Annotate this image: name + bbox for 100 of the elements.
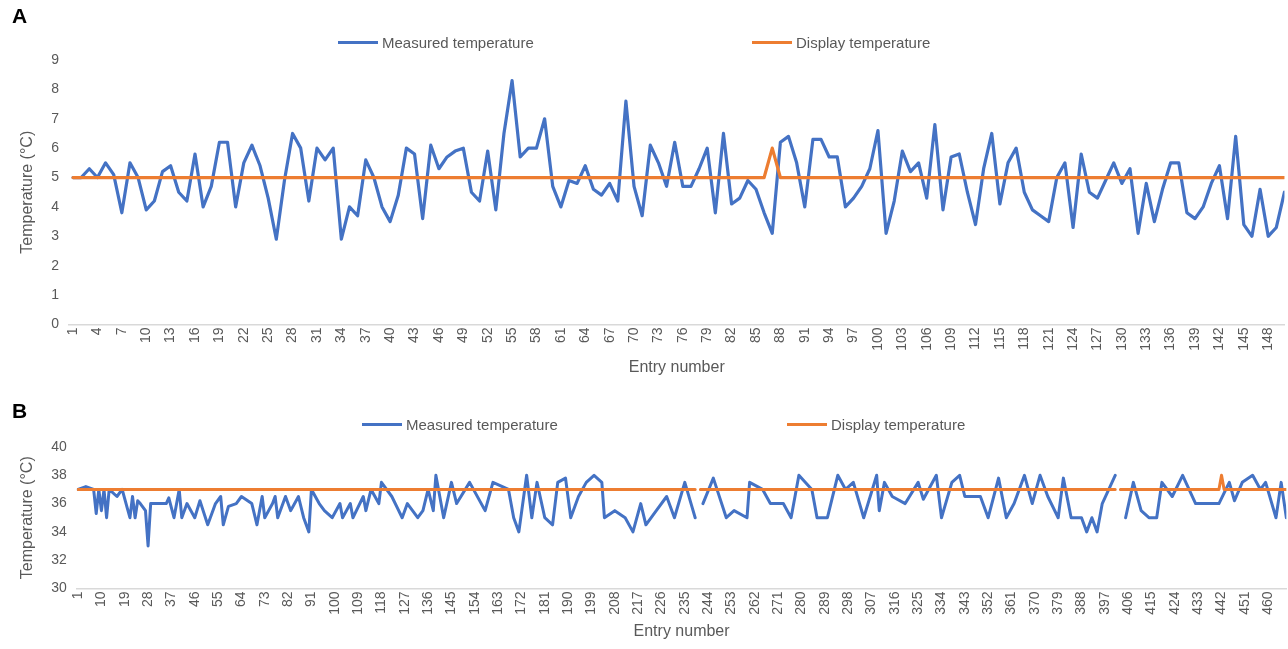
x-tick-label: 64 [576, 327, 593, 344]
x-tick-label: 73 [649, 327, 666, 344]
y-tick-label: 38 [51, 466, 67, 483]
x-tick-label: 217 [628, 591, 645, 615]
x-tick-label: 415 [1142, 591, 1159, 615]
x-tick-label: 49 [454, 327, 471, 344]
x-tick-label: 451 [1235, 591, 1252, 615]
x-tick-label: 406 [1119, 591, 1136, 615]
x-tick-label: 10 [137, 327, 154, 344]
x-tick-label: 145 [1234, 327, 1251, 351]
y-tick-label: 1 [51, 285, 60, 302]
x-tick-label: 10 [92, 591, 109, 608]
x-tick-label: 280 [792, 591, 809, 615]
x-tick-label: 28 [283, 327, 300, 344]
x-tick-label: 91 [795, 327, 812, 344]
x-tick-label: 163 [488, 591, 505, 615]
x-tick-label: 388 [1072, 591, 1089, 615]
x-tick-label: 88 [771, 327, 788, 344]
x-tick-label: 370 [1025, 591, 1042, 615]
x-tick-label: 94 [820, 327, 837, 344]
x-tick-label: 136 [418, 591, 435, 615]
x-tick-label: 103 [893, 327, 910, 351]
chart-title: A [12, 4, 28, 28]
x-tick-label: 4 [88, 327, 105, 336]
x-tick-label: 154 [465, 591, 482, 615]
y-axis-title: Temperature (°C) [18, 456, 36, 580]
x-tick-label: 142 [1210, 327, 1227, 351]
x-axis-title: Entry number [628, 357, 726, 375]
x-tick-label: 55 [208, 591, 225, 608]
y-tick-label: 4 [51, 197, 60, 214]
y-tick-label: 34 [51, 522, 67, 539]
x-tick-label: 73 [255, 591, 272, 608]
x-tick-label: 40 [380, 327, 397, 344]
x-tick-label: 16 [185, 327, 202, 344]
x-tick-label: 334 [932, 591, 949, 615]
x-tick-label: 58 [527, 327, 544, 344]
y-tick-label: 7 [51, 109, 60, 126]
x-tick-label: 289 [815, 591, 832, 615]
x-tick-label: 127 [1088, 327, 1105, 351]
x-tick-label: 61 [551, 327, 568, 344]
x-tick-label: 97 [844, 327, 861, 344]
x-tick-label: 19 [210, 327, 227, 344]
x-tick-label: 226 [652, 591, 669, 615]
x-tick-label: 118 [372, 591, 389, 614]
y-tick-label: 36 [51, 494, 67, 511]
x-tick-label: 352 [979, 591, 996, 615]
legend-label: Display temperature [831, 415, 966, 433]
x-tick-label: 82 [722, 327, 739, 344]
legend-label: Measured temperature [382, 33, 534, 51]
x-tick-label: 19 [115, 591, 132, 608]
x-tick-label: 271 [769, 591, 786, 615]
x-tick-label: 28 [138, 591, 155, 608]
x-tick-label: 112 [966, 327, 983, 350]
x-tick-label: 46 [185, 591, 202, 608]
x-tick-label: 7 [112, 327, 129, 336]
x-tick-label: 139 [1185, 327, 1202, 351]
x-tick-label: 124 [1063, 327, 1080, 351]
x-tick-label: 1 [63, 327, 80, 336]
x-tick-label: 37 [356, 327, 373, 344]
x-tick-label: 208 [605, 591, 622, 615]
x-tick-label: 298 [839, 591, 856, 615]
x-tick-label: 199 [582, 591, 599, 615]
y-axis-title: Temperature (°C) [18, 130, 36, 254]
x-tick-label: 13 [161, 327, 178, 344]
x-tick-label: 460 [1259, 591, 1276, 615]
x-tick-label: 25 [259, 327, 276, 344]
y-tick-label: 6 [51, 139, 60, 156]
x-tick-label: 307 [862, 591, 879, 615]
x-tick-label: 55 [502, 327, 519, 344]
y-tick-label: 8 [51, 80, 60, 97]
x-tick-label: 64 [232, 591, 249, 608]
x-tick-label: 325 [909, 591, 926, 615]
x-tick-label: 46 [429, 327, 446, 344]
y-tick-label: 3 [51, 227, 60, 244]
x-tick-label: 85 [746, 327, 763, 344]
y-tick-label: 40 [51, 437, 67, 454]
x-tick-label: 106 [917, 327, 934, 351]
x-tick-label: 31 [307, 327, 324, 344]
x-tick-label: 190 [558, 591, 575, 615]
x-tick-label: 52 [478, 327, 495, 344]
x-tick-label: 316 [885, 591, 902, 615]
x-tick-label: 121 [1039, 327, 1056, 351]
x-tick-label: 67 [600, 327, 617, 344]
legend-label: Display temperature [796, 33, 931, 51]
x-tick-label: 442 [1212, 591, 1229, 615]
x-tick-label: 79 [698, 327, 715, 344]
legend-label: Measured temperature [406, 415, 558, 433]
x-tick-label: 43 [405, 327, 422, 344]
x-tick-label: 244 [699, 591, 715, 615]
y-tick-label: 2 [51, 256, 60, 273]
x-tick-label: 172 [512, 591, 529, 615]
x-tick-label: 70 [624, 327, 641, 344]
x-tick-label: 76 [673, 327, 690, 344]
x-tick-label: 82 [278, 591, 295, 608]
x-tick-label: 37 [162, 591, 179, 608]
x-tick-label: 181 [535, 591, 552, 615]
x-tick-label: 343 [955, 591, 972, 615]
x-tick-label: 100 [868, 327, 885, 351]
y-tick-label: 30 [51, 579, 67, 596]
y-tick-label: 5 [51, 168, 60, 185]
